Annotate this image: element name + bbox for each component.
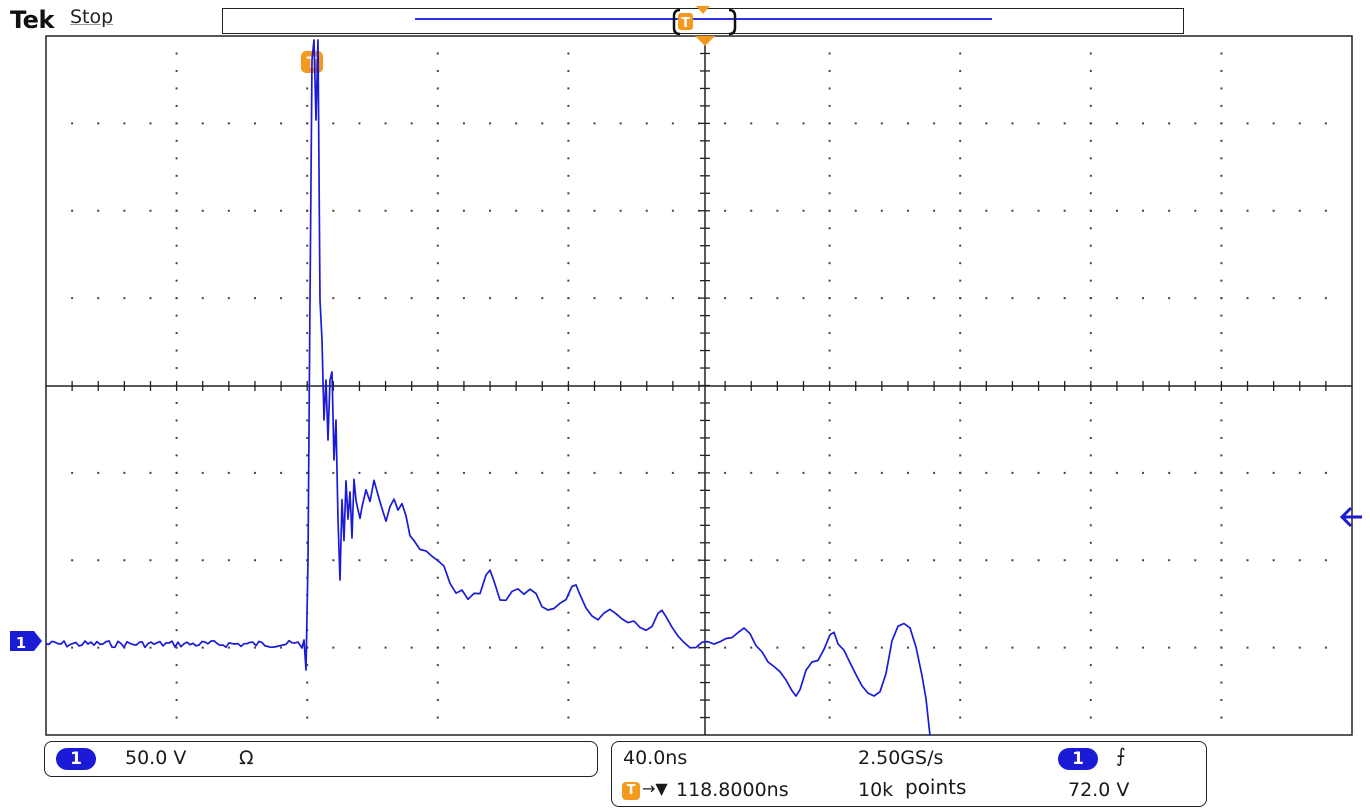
- record-view-trigger-icon: [678, 13, 693, 30]
- record-view-bracket-right[interactable]: [728, 8, 737, 36]
- trigger-delay-icon: T: [622, 782, 640, 800]
- record-view-bracket-left[interactable]: [672, 8, 681, 36]
- channel-1-marker-label: 1: [16, 634, 26, 652]
- trigger-slope-icon: ⨍: [1116, 745, 1126, 767]
- trigger-level-arrow[interactable]: [1339, 506, 1362, 528]
- impedance-symbol: Ω: [239, 747, 254, 769]
- time-per-division: 40.0ns: [623, 747, 688, 769]
- delay-arrow: →▼: [642, 779, 668, 798]
- channel-1-ground-marker[interactable]: [10, 631, 42, 651]
- horizontal-position-marker[interactable]: [695, 36, 715, 46]
- horizontal-settings-panel[interactable]: 40.0ns 2.50GS/s T →▼ 118.8000ns 10k poin…: [611, 741, 1207, 807]
- channel-1-waveform: [45, 39, 931, 736]
- vertical-scale: 50.0 V: [125, 747, 187, 769]
- trigger-level: 72.0 V: [1068, 779, 1130, 801]
- record-length-value: 10k: [858, 779, 894, 801]
- record-view-position-marker: [696, 6, 710, 14]
- channel-1-badge: 1: [56, 748, 96, 770]
- record-view-trigger-label: T: [681, 16, 690, 31]
- horizontal-delay: 118.8000ns: [676, 779, 789, 801]
- brand-logo: Tek: [10, 6, 54, 34]
- acquisition-status: Stop: [70, 6, 114, 28]
- record-length-unit: points: [905, 775, 967, 799]
- vertical-settings-panel[interactable]: 1 50.0 V Ω: [44, 741, 598, 777]
- trigger-source-badge: 1: [1058, 748, 1098, 770]
- graticule: [45, 35, 1353, 736]
- sample-rate: 2.50GS/s: [858, 747, 944, 769]
